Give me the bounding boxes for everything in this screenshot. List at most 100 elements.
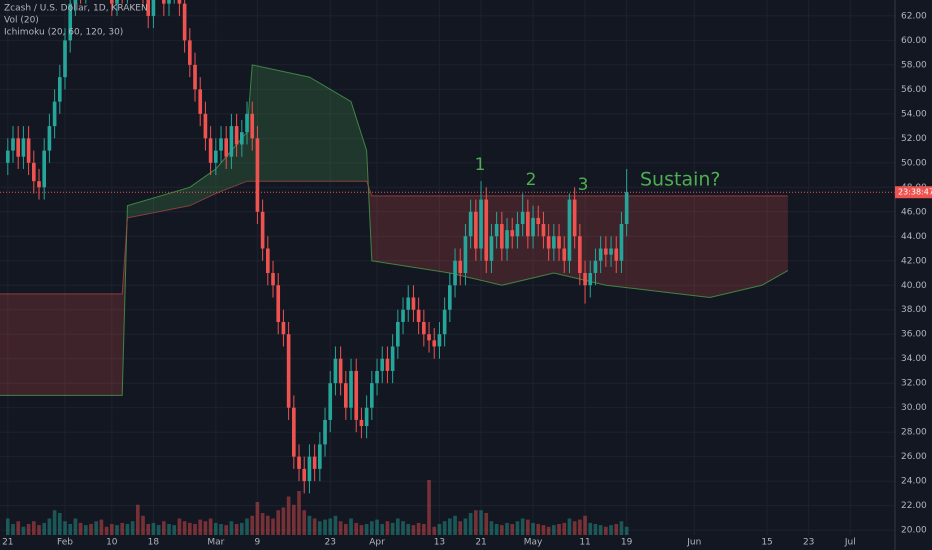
volume-bar (416, 522, 421, 535)
candle-body (344, 383, 348, 408)
volume-bar (83, 525, 88, 535)
volume-bar (234, 524, 239, 535)
volume-bar (229, 521, 234, 535)
volume-bar (297, 491, 301, 535)
volume-bar (187, 522, 192, 535)
cloud-line (0, 180, 788, 295)
volume-bar (281, 507, 286, 535)
countdown: 23:38:47 (898, 188, 932, 197)
y-tick-label: 40.00 (901, 281, 927, 291)
volume-bar (73, 518, 78, 535)
candle-body (193, 64, 197, 90)
candle-body (588, 273, 593, 286)
candle-body (16, 138, 21, 157)
annotation: 1 (475, 155, 486, 175)
candle-body (614, 248, 619, 261)
volume-bar (520, 518, 525, 535)
candle-body (619, 224, 624, 261)
y-tick-label: 22.00 (901, 501, 927, 511)
candle-body (552, 236, 556, 249)
volume-bar (505, 522, 509, 535)
volume-bar (515, 521, 520, 535)
volume-bar (406, 524, 411, 535)
candle-body (562, 248, 567, 261)
candle-body (338, 358, 343, 384)
cloud-segment (59, 293, 123, 396)
volume-bar (609, 525, 613, 535)
cloud-segment (351, 101, 367, 182)
x-tick-label: May (524, 538, 543, 548)
volume-bar (432, 526, 437, 535)
volume-bar (380, 524, 385, 535)
y-tick-label: 38.00 (901, 305, 927, 315)
candle-body (182, 3, 187, 41)
candle-body (151, 0, 156, 16)
cloud-segment (605, 195, 658, 292)
candle-body (557, 236, 561, 249)
volume-bar (442, 521, 447, 535)
candle-body (583, 273, 587, 286)
candle-body (510, 230, 515, 237)
volume-bar (42, 522, 47, 535)
volume-bar (255, 502, 260, 535)
volume-bar (219, 524, 223, 535)
volume-bar (312, 518, 317, 535)
candle-body (255, 138, 260, 212)
x-tick-label: Apr (369, 538, 385, 548)
candle-body (567, 199, 572, 261)
candle-body (380, 358, 385, 371)
volume-bar (250, 515, 255, 535)
volume-bar (109, 524, 114, 535)
volume-bar (318, 521, 322, 535)
candle-body (63, 40, 67, 78)
volume-bar (536, 524, 541, 535)
candle-body (390, 346, 395, 371)
y-tick-label: 60.00 (901, 36, 927, 46)
candle-body (203, 113, 208, 139)
candle-body (109, 0, 114, 4)
volume-bar (364, 524, 369, 535)
volume-bar (484, 513, 489, 535)
x-tick-label: 23 (803, 538, 814, 548)
candle-body (453, 260, 457, 286)
candle-body (240, 132, 244, 145)
candle-body (463, 236, 468, 274)
countdown-box (895, 186, 932, 199)
volume-bar (78, 522, 83, 535)
candle-body (354, 370, 359, 420)
volume-bar (588, 522, 593, 535)
volume-bar (37, 525, 41, 535)
candle-body (292, 407, 296, 457)
candle-body (312, 456, 317, 469)
candle-body (531, 217, 535, 237)
candle-body (448, 285, 452, 310)
y-tick-label: 42.00 (901, 256, 927, 266)
volume-bar (198, 519, 203, 535)
x-tick-label: 21 (2, 538, 13, 548)
x-tick-label: 23 (325, 538, 336, 548)
volume-bar (120, 522, 125, 535)
volume-bar (47, 518, 52, 535)
candle-body (416, 309, 421, 322)
volume-bar (510, 524, 515, 535)
candle-body (432, 340, 437, 347)
candle-body (494, 224, 499, 237)
volume-bar (213, 522, 218, 535)
volume-bar (333, 515, 338, 535)
volume-bar (624, 526, 629, 535)
candle-body (427, 334, 431, 341)
cloud-segment (371, 195, 450, 274)
y-tick-label: 36.00 (901, 330, 927, 340)
indicator-label: Vol (20) (4, 16, 39, 26)
candle-body (500, 224, 504, 249)
x-tick-label: 21 (475, 538, 486, 548)
candle-body (333, 358, 338, 384)
candle-body (52, 101, 57, 127)
candle-body (593, 260, 598, 274)
volume-bar (448, 518, 452, 535)
candle-body (349, 370, 353, 408)
volume-bar (94, 521, 99, 535)
volume-bar (63, 521, 67, 535)
candle-body (276, 285, 281, 322)
volume-bar (479, 510, 483, 535)
